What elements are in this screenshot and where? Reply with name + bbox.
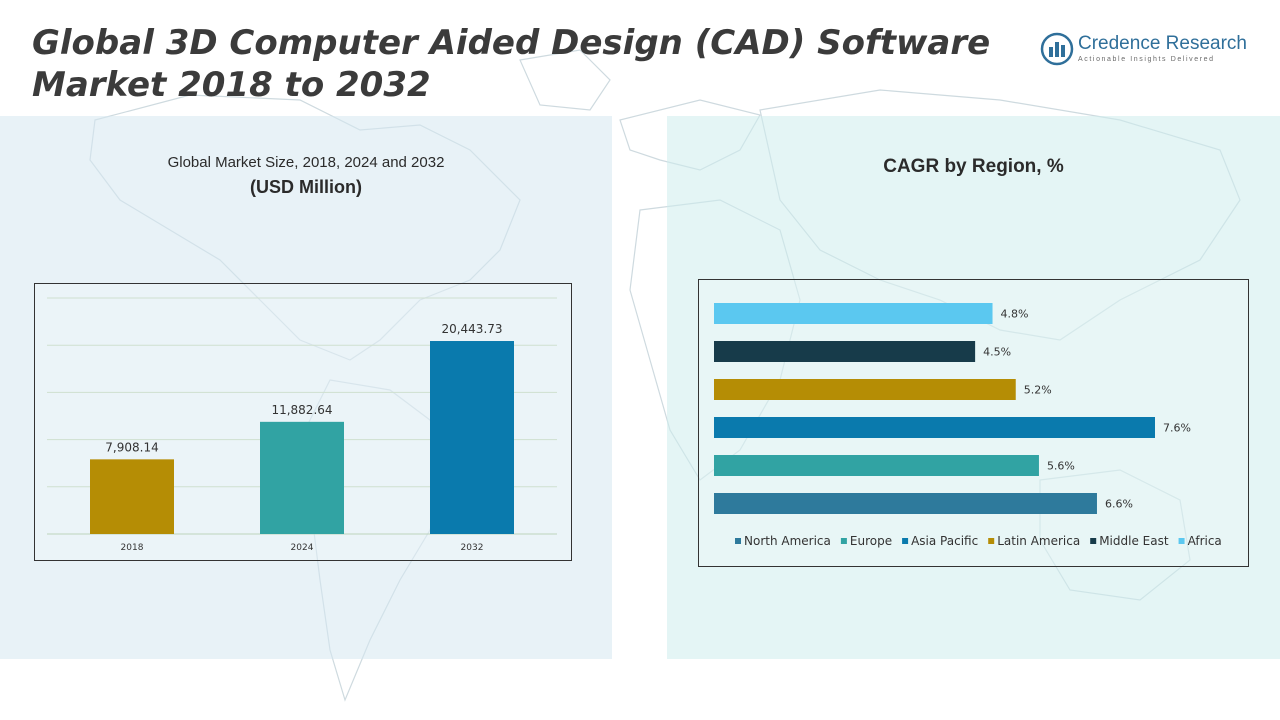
- bar-asia-pacific: [714, 417, 1155, 438]
- legend-label: Africa: [1188, 534, 1222, 548]
- bar-chart-globe-icon: [1040, 32, 1074, 66]
- bar-latin-america: [714, 379, 1016, 400]
- legend-label: Asia Pacific: [911, 534, 978, 548]
- bar-africa: [714, 303, 993, 324]
- bar-value-label: 20,443.73: [441, 322, 502, 336]
- bar-2032: [430, 341, 514, 534]
- cagr-chart: 4.8% 4.5% 5.2% 7.6% 5.6% 6.6% North America Eur…: [714, 303, 1222, 548]
- brand-logo: Credence Research Actionable Insights De…: [1040, 30, 1260, 70]
- bar-2018: [90, 459, 174, 534]
- legend-label: Latin America: [997, 534, 1080, 548]
- market-size-unit: (USD Million): [250, 177, 362, 197]
- bar-2024: [260, 421, 344, 534]
- bar-value-label: 5.6%: [1047, 460, 1075, 473]
- legend-swatch: [902, 538, 909, 544]
- bar-value-label: 7.6%: [1163, 422, 1191, 435]
- market-size-title: Global Market Size, 2018, 2024 and 2032: [167, 154, 445, 171]
- legend-swatch: [988, 538, 995, 544]
- bar-value-label: 6.6%: [1105, 498, 1133, 511]
- legend-swatch: [840, 538, 847, 544]
- bar-value-label: 4.8%: [1001, 308, 1029, 321]
- page-title: Global 3D Computer Aided Design (CAD) So…: [32, 22, 992, 106]
- bar-north-america: [714, 493, 1097, 514]
- page-title-line1: Global 3D Computer Aided Design (CAD) So…: [32, 23, 991, 63]
- legend-swatch: [1090, 538, 1097, 544]
- legend-label: Europe: [850, 534, 892, 548]
- bar-value-label: 7,908.14: [105, 440, 158, 454]
- page-title-line2: Market 2018 to 2032: [32, 65, 431, 105]
- x-tick-label: 2032: [461, 543, 484, 553]
- x-tick-label: 2024: [291, 543, 314, 553]
- legend: North America Europe Asia Pacific Latin Ame…: [735, 534, 1222, 548]
- bar-middle-east: [714, 341, 976, 362]
- brand-name: Credence Research: [1078, 33, 1247, 54]
- cagr-title: CAGR by Region, %: [883, 156, 1064, 177]
- bar-value-label: 4.5%: [983, 346, 1011, 359]
- bar-europe: [714, 455, 1039, 476]
- legend-label: Middle East: [1099, 534, 1169, 548]
- cagr-chart-frame: 4.8% 4.5% 5.2% 7.6% 5.6% 6.6% North America Eur…: [698, 279, 1249, 567]
- legend-label: North America: [744, 534, 831, 548]
- market-size-chart-frame: 7,908.14 2018 11,882.64 2024 20,443.73 2032: [34, 283, 572, 561]
- bar-value-label: 5.2%: [1024, 384, 1052, 397]
- x-tick-label: 2018: [121, 543, 144, 553]
- market-size-chart: 7,908.14 2018 11,882.64 2024 20,443.73 2032: [47, 297, 557, 553]
- legend-swatch: [735, 538, 741, 544]
- legend-swatch: [1178, 538, 1185, 544]
- brand-tagline: Actionable Insights Delivered: [1078, 56, 1215, 63]
- bar-value-label: 11,882.64: [271, 403, 332, 417]
